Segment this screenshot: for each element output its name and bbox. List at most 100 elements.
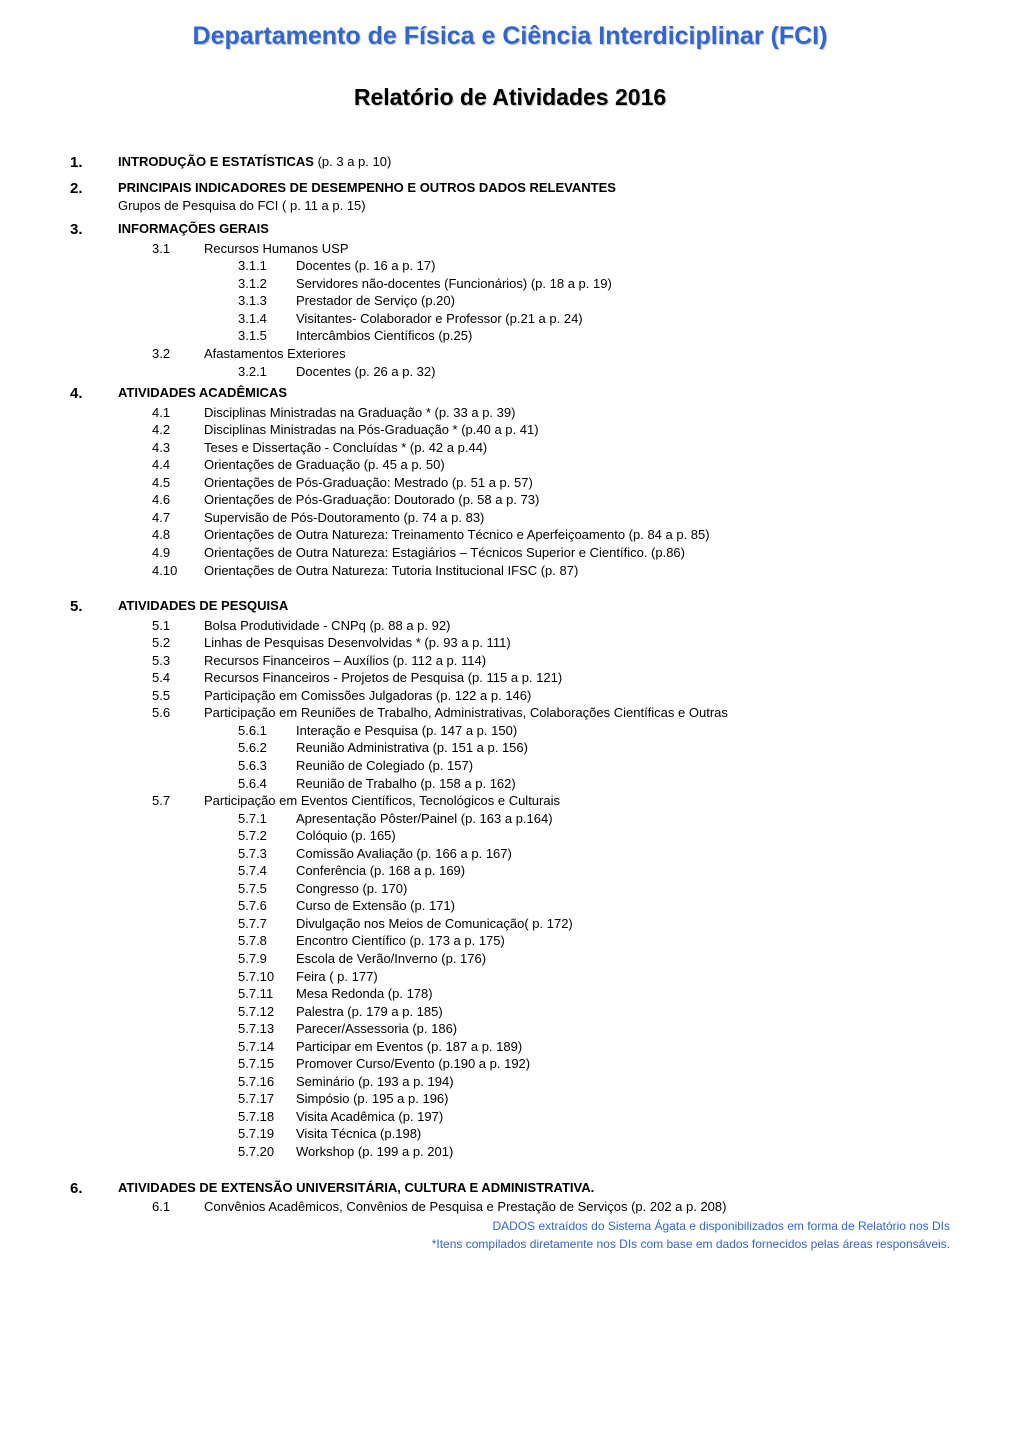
sub-subsection-number: 5.7.5: [238, 880, 286, 898]
sub-subsection-number: 5.7.18: [238, 1108, 286, 1126]
sub-subsection-text: Prestador de Serviço (p.20): [296, 292, 950, 310]
section-number: 1.: [70, 153, 90, 173]
subsection-text: Disciplinas Ministradas na Graduação * (…: [204, 404, 950, 422]
sub-subsection-number: 5.7.19: [238, 1125, 286, 1143]
sub-subsection-item: 5.7.14Participar em Eventos (p. 187 a p.…: [238, 1038, 950, 1056]
sub-subsection-number: 5.7.8: [238, 932, 286, 950]
subsection-text: Convênios Acadêmicos, Convênios de Pesqu…: [204, 1198, 950, 1216]
subsection-item: 4.5Orientações de Pós-Graduação: Mestrad…: [152, 474, 950, 492]
subsection-item: 4.4Orientações de Graduação (p. 45 a p. …: [152, 456, 950, 474]
subsection-text: Supervisão de Pós-Doutoramento (p. 74 a …: [204, 509, 950, 527]
section-heading: INTRODUÇÃO E ESTATÍSTICAS (p. 3 a p. 10): [118, 153, 950, 171]
sub-subsection-number: 5.7.6: [238, 897, 286, 915]
sub-subsection-number: 5.7.11: [238, 985, 286, 1003]
subsection-text: Participação em Comissões Julgadoras (p.…: [204, 687, 950, 705]
subsection-item: 5.6 Participação em Reuniões de Trabalho,…: [152, 704, 950, 722]
sub-subsection-text: Colóquio (p. 165): [296, 827, 950, 845]
section-body: PRINCIPAIS INDICADORES DE DESEMPENHO E O…: [118, 179, 950, 214]
sub-subsection-text: Visita Acadêmica (p. 197): [296, 1108, 950, 1126]
subsection-text: Participação em Eventos Científicos, Tec…: [204, 792, 950, 810]
section-number: 6.: [70, 1179, 90, 1216]
sub-subsection-item: 5.7.16Seminário (p. 193 a p. 194): [238, 1073, 950, 1091]
sub-subsection-text: Visitantes- Colaborador e Professor (p.2…: [296, 310, 950, 328]
subsection-item: 4.6Orientações de Pós-Graduação: Doutora…: [152, 491, 950, 509]
subsection-text: Participação em Reuniões de Trabalho, Ad…: [204, 704, 950, 722]
subsection-number: 4.7: [152, 509, 186, 527]
sub-subsection-number: 5.6.4: [238, 775, 286, 793]
subsection-item: 4.9 Orientações de Outra Natureza: Estagi…: [152, 544, 950, 562]
sub-subsection-item: 3.2.1Docentes (p. 26 a p. 32): [238, 363, 950, 381]
section-row: 4.ATIVIDADES ACADÊMICAS4.1Disciplinas Mi…: [70, 384, 950, 579]
section-heading-text: INFORMAÇÕES GERAIS: [118, 221, 269, 236]
sub-subsection-item: 5.7.10Feira ( p. 177): [238, 968, 950, 986]
subsection-item: 5.5 Participação em Comissões Julgadoras …: [152, 687, 950, 705]
sub-subsection-text: Interação e Pesquisa (p. 147 a p. 150): [296, 722, 950, 740]
sub-subsection-number: 5.7.15: [238, 1055, 286, 1073]
sub-subsection-item: 5.7.13 Parecer/Assessoria (p. 186): [238, 1020, 950, 1038]
subsection-number: 5.2: [152, 634, 186, 652]
sub-subsection-item: 5.7.11Mesa Redonda (p. 178): [238, 985, 950, 1003]
sub-subsection-item: 5.6.1Interação e Pesquisa (p. 147 a p. 1…: [238, 722, 950, 740]
sub-subsection-text: Reunião Administrativa (p. 151 a p. 156): [296, 739, 950, 757]
subsection-number: 4.4: [152, 456, 186, 474]
sub-subsection-text: Reunião de Colegiado (p. 157): [296, 757, 950, 775]
sub-subsection-item: 5.7.5Congresso (p. 170): [238, 880, 950, 898]
sub-subsection-item: 5.7.9Escola de Verão/Inverno (p. 176): [238, 950, 950, 968]
sub-subsection-text: Participar em Eventos (p. 187 a p. 189): [296, 1038, 950, 1056]
sub-subsection-item: 5.7.19Visita Técnica (p.198): [238, 1125, 950, 1143]
sub-subsection-item: 5.7.7Divulgação nos Meios de Comunicação…: [238, 915, 950, 933]
subsection-number: 4.9: [152, 544, 186, 562]
sub-subsection-item: 5.7.12Palestra (p. 179 a p. 185): [238, 1003, 950, 1021]
section-heading-text: ATIVIDADES ACADÊMICAS: [118, 385, 287, 400]
subsection-item: 4.2Disciplinas Ministradas na Pós-Gradua…: [152, 421, 950, 439]
section-body: INFORMAÇÕES GERAIS 3.1 Recursos Humanos US…: [118, 220, 950, 380]
section-row: 1. INTRODUÇÃO E ESTATÍSTICAS (p. 3 a p. 1…: [70, 153, 950, 173]
section-body: ATIVIDADES DE PESQUISA 5.1Bolsa Produtivi…: [118, 597, 950, 1161]
sub-subsection-item: 3.1.5Intercâmbios Científicos (p.25): [238, 327, 950, 345]
sub-subsection-item: 3.1.1Docentes (p. 16 a p. 17): [238, 257, 950, 275]
section-heading-text: ATIVIDADES DE PESQUISA: [118, 598, 288, 613]
subsection-number: 5.5: [152, 687, 186, 705]
sub-subsection-number: 5.7.13: [238, 1020, 286, 1038]
subsection-number: 4.1: [152, 404, 186, 422]
sub-subsection-number: 5.6.3: [238, 757, 286, 775]
subsection-item: 5.1Bolsa Produtividade - CNPq (p. 88 a p…: [152, 617, 950, 635]
sub-subsection-text: Promover Curso/Evento (p.190 a p. 192): [296, 1055, 950, 1073]
subsection-item: 4.7 Supervisão de Pós-Doutoramento (p. 74…: [152, 509, 950, 527]
subsection-number: 5.7: [152, 792, 186, 810]
subsection-text: Orientações de Outra Natureza: Treinamen…: [204, 526, 950, 544]
sub-subsection-text: Divulgação nos Meios de Comunicação( p. …: [296, 915, 950, 933]
subsection-number: 4.3: [152, 439, 186, 457]
subsection-text: Orientações de Outra Natureza: Estagiári…: [204, 544, 950, 562]
sub-subsection-item: 5.7.18 Visita Acadêmica (p. 197): [238, 1108, 950, 1126]
sub-subsection-item: 5.7.4Conferência (p. 168 a p. 169): [238, 862, 950, 880]
section-number: 5.: [70, 597, 90, 1161]
subsection-text: Afastamentos Exteriores: [204, 345, 950, 363]
sub-subsection-item: 5.7.15 Promover Curso/Evento (p.190 a p. …: [238, 1055, 950, 1073]
sub-subsection-item: 3.1.3Prestador de Serviço (p.20): [238, 292, 950, 310]
sub-subsection-text: Parecer/Assessoria (p. 186): [296, 1020, 950, 1038]
sub-subsection-item: 5.7.20Workshop (p. 199 a p. 201): [238, 1143, 950, 1161]
subsection-number: 3.2: [152, 345, 186, 363]
sub-subsection-text: Curso de Extensão (p. 171): [296, 897, 950, 915]
sub-subsection-text: Reunião de Trabalho (p. 158 a p. 162): [296, 775, 950, 793]
subsection-text: Recursos Humanos USP: [204, 240, 950, 258]
subsection-number: 4.6: [152, 491, 186, 509]
subsection-list: 6.1 Convênios Acadêmicos, Convênios de Pe…: [152, 1198, 950, 1216]
subsection-item: 4.10Orientações de Outra Natureza: Tutor…: [152, 562, 950, 580]
section-row: 2.PRINCIPAIS INDICADORES DE DESEMPENHO E…: [70, 179, 950, 214]
subsection-number: 6.1: [152, 1198, 186, 1216]
sub-subsection-text: Seminário (p. 193 a p. 194): [296, 1073, 950, 1091]
sub-subsection-item: 5.7.6 Curso de Extensão (p. 171): [238, 897, 950, 915]
section-subline: Grupos de Pesquisa do FCI ( p. 11 a p. 1…: [118, 197, 950, 215]
sub-subsection-number: 5.7.1: [238, 810, 286, 828]
sub-subsection-number: 5.7.12: [238, 1003, 286, 1021]
sub-subsection-text: Comissão Avaliação (p. 166 a p. 167): [296, 845, 950, 863]
subsection-list: 3.1 Recursos Humanos USP3.1.1Docentes (p.…: [152, 240, 950, 380]
subsection-number: 4.8: [152, 526, 186, 544]
subsection-number: 5.6: [152, 704, 186, 722]
report-title: Relatório de Atividades 2016: [70, 82, 950, 113]
subsection-number: 3.1: [152, 240, 186, 258]
sub-subsection-text: Escola de Verão/Inverno (p. 176): [296, 950, 950, 968]
subsection-number: 4.10: [152, 562, 186, 580]
